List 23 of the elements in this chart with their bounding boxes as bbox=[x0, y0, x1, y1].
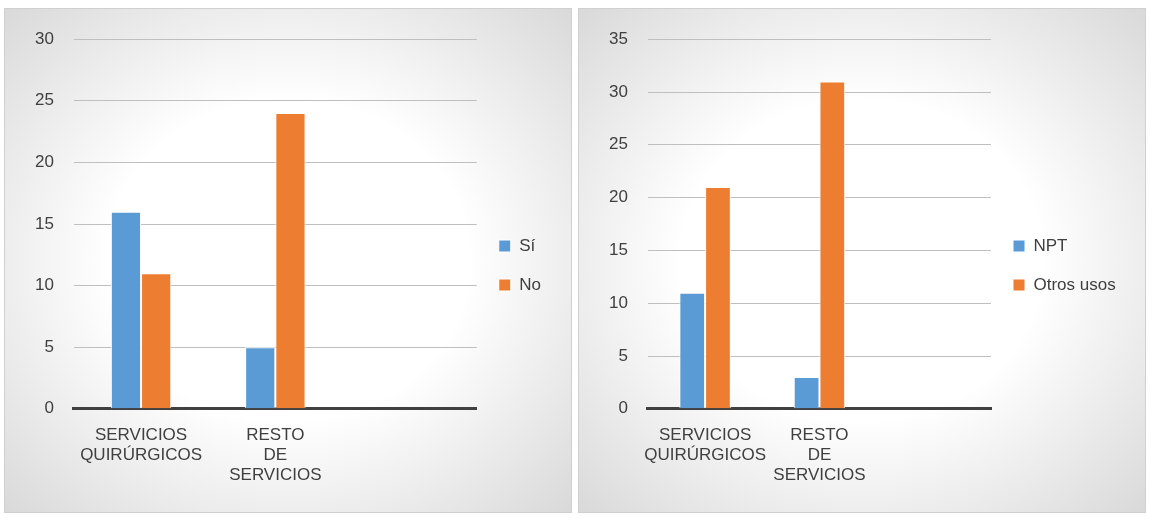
y-tick-label: 10 bbox=[608, 292, 628, 312]
y-tick-label: 25 bbox=[608, 134, 628, 154]
legend-label: Sí bbox=[519, 235, 536, 255]
y-tick-label: 0 bbox=[618, 398, 628, 418]
y-tick-label: 5 bbox=[618, 345, 628, 365]
y-tick-label: 10 bbox=[34, 275, 54, 295]
legend-label: Otros usos bbox=[1033, 274, 1116, 294]
y-tick-label: 25 bbox=[34, 90, 54, 110]
y-tick-label: 30 bbox=[34, 28, 54, 48]
y-tick-label: 15 bbox=[608, 240, 628, 260]
y-tick-label: 15 bbox=[34, 213, 54, 233]
x-tick-label: RESTO DE SERVICIOS bbox=[773, 424, 866, 485]
x-tick-label: RESTO DE SERVICIOS bbox=[229, 424, 322, 485]
y-tick-label: 5 bbox=[44, 336, 54, 356]
y-tick-label: 0 bbox=[44, 398, 54, 418]
legend-label: No bbox=[519, 274, 541, 294]
legend-label: NPT bbox=[1033, 235, 1068, 255]
y-tick-label: 20 bbox=[608, 187, 628, 207]
x-tick-label: SERVICIOS QUIRÚRGICOS bbox=[80, 424, 202, 465]
y-tick-label: 20 bbox=[34, 152, 54, 172]
y-tick-label: 35 bbox=[608, 28, 628, 48]
y-tick-label: 30 bbox=[608, 81, 628, 101]
x-tick-label: SERVICIOS QUIRÚRGICOS bbox=[644, 424, 767, 465]
